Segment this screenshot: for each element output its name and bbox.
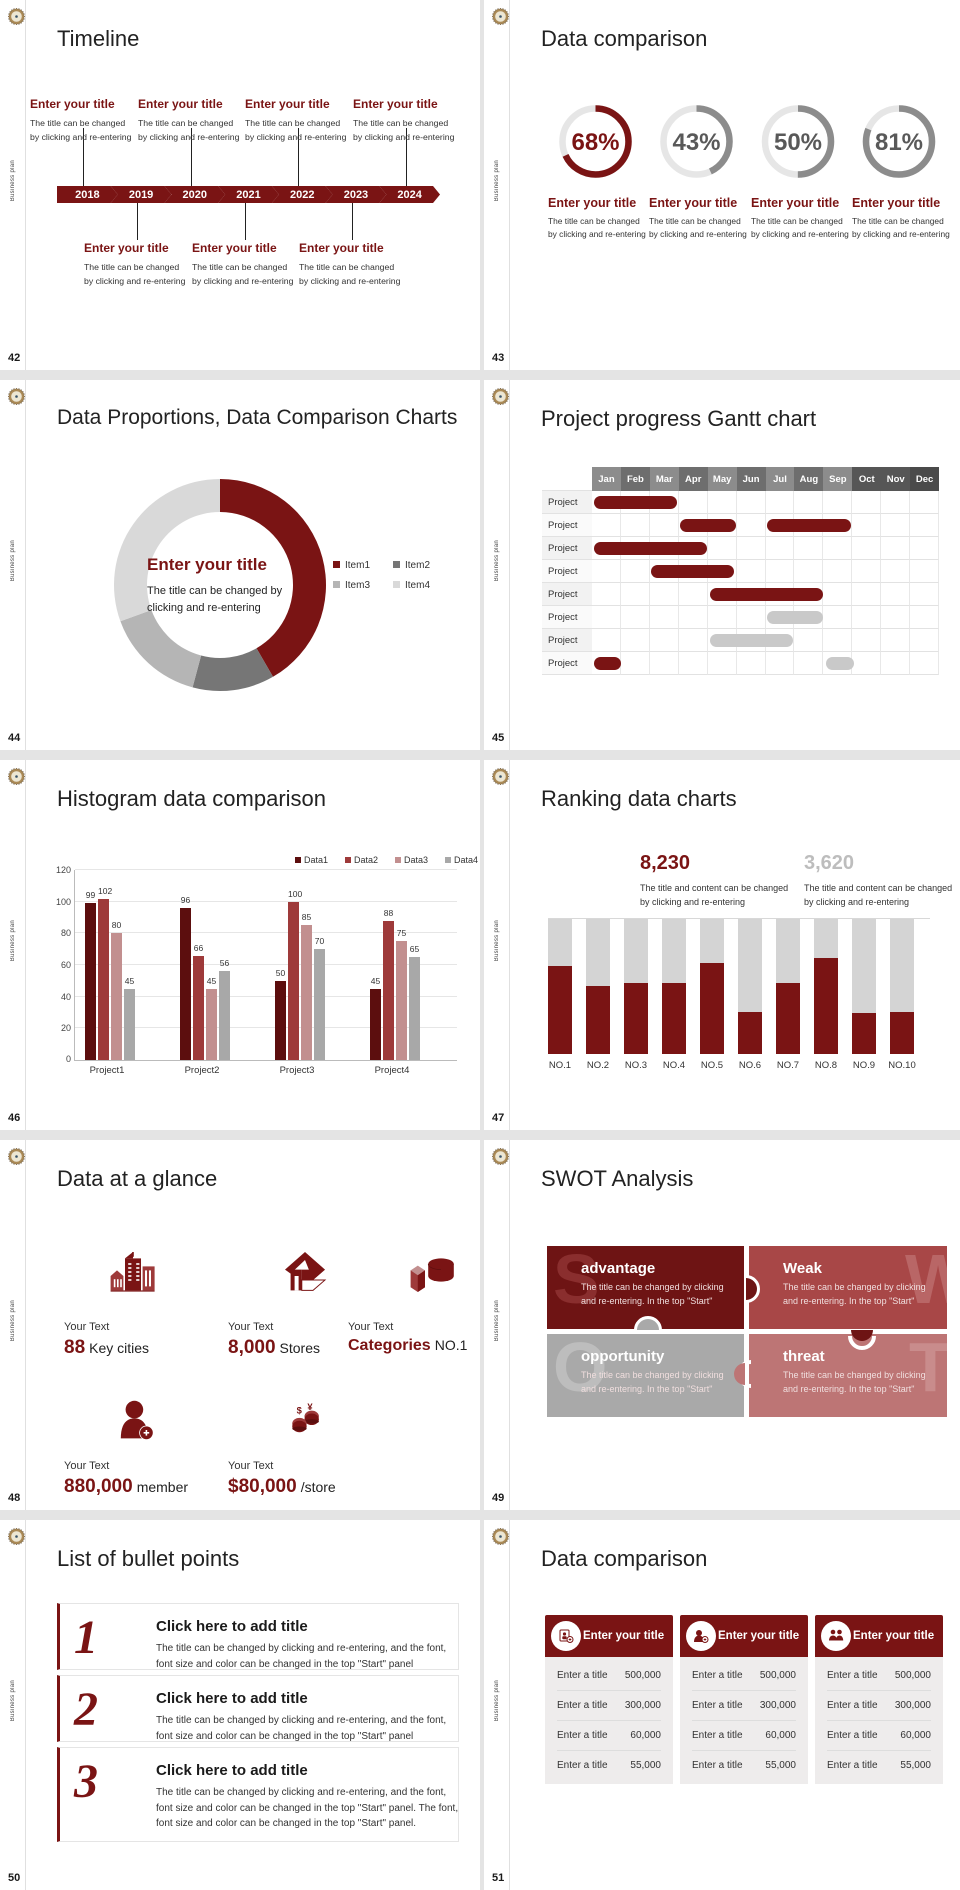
svg-text:50%: 50%: [774, 129, 822, 156]
svg-text:¥: ¥: [307, 1402, 313, 1412]
svg-text:$: $: [297, 1406, 303, 1416]
svg-text:81%: 81%: [875, 129, 923, 156]
svg-text:43%: 43%: [672, 129, 720, 156]
svg-text:68%: 68%: [571, 129, 619, 156]
